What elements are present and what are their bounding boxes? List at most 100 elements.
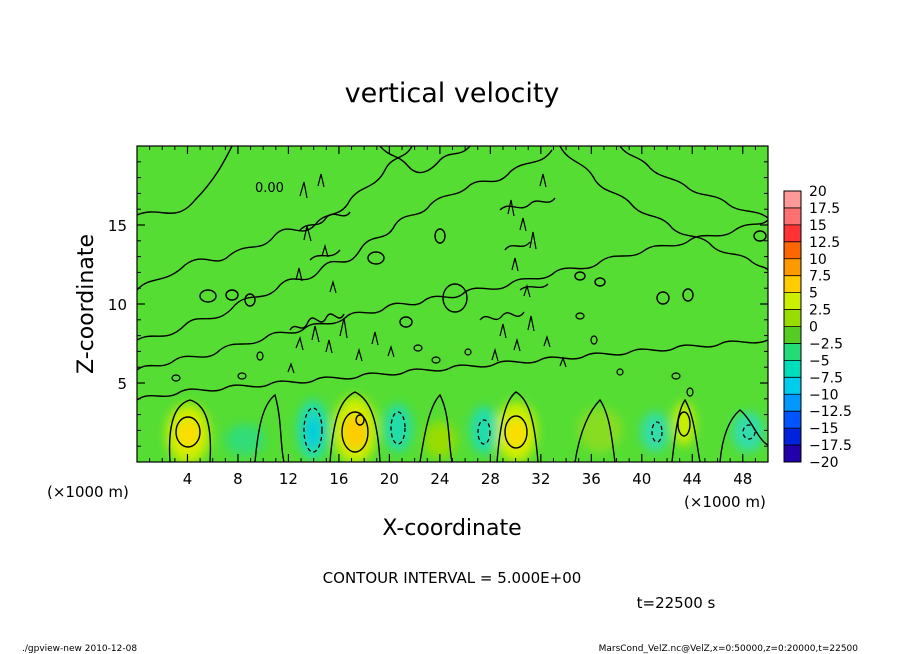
x-tick-label: 36 [582,470,601,488]
field-blobs [166,396,764,462]
colorbar-swatch [784,224,801,242]
cell-contour [237,372,247,380]
positive-contours [175,228,767,453]
zero-contour [559,146,768,271]
weak-updraft [578,408,622,452]
small-contour [656,291,670,305]
chart-title: vertical velocity [345,78,560,109]
colorbar-swatch [784,394,801,412]
y-axis-label: Z-coordinate [74,234,99,374]
cell-contour [575,312,585,320]
cell-contour [686,387,694,397]
colorbar-label: 7.5 [809,269,831,285]
zero-contour [137,339,768,401]
x-axis-label: X-coordinate [382,516,521,541]
downdraft-core [225,424,265,456]
updraft-core [506,420,526,448]
x-unit-left: (×1000 m) [47,483,129,501]
small-contour [682,288,694,302]
x-tick-label: 40 [632,470,651,488]
x-tick-label: 48 [733,470,752,488]
x-axis: 4 8 12 16 20 24 28 32 36 40 44 48 [149,146,756,488]
small-contour [574,271,586,281]
colorbar-label: −15 [809,421,839,437]
footer-right: MarsCond_VelZ.nc@VelZ,x=0:50000,z=0:2000… [599,644,859,654]
x-tick-label: 20 [380,470,399,488]
colorbar-label: −7.5 [809,370,843,386]
colorbar-label: 17.5 [809,201,840,217]
downdraft-core [384,404,412,452]
contour-neg5 [390,411,406,445]
colorbar-swatch [784,445,801,462]
negative-contours [303,407,756,453]
colorbar-label: −20 [809,455,839,471]
colorbar-swatch [784,275,801,293]
x-tick-label: 44 [683,470,702,488]
zero-contour [574,398,616,462]
field-background [137,146,768,462]
cell-contour [256,351,264,361]
small-contour [225,289,239,301]
zero-contour [719,409,768,462]
y-tick-label: 15 [108,217,127,235]
colorbar-label: −2.5 [809,336,843,352]
cell-contour [295,173,337,294]
plot-area: 0.00 [137,146,768,462]
colorbar-swatch [784,191,801,208]
colorbar-swatch [784,326,801,344]
x-tick-label: 28 [481,470,500,488]
downdraft-core [732,412,764,452]
colorbar-swatch [784,411,801,429]
convective-cells [171,173,694,397]
contour-5 [175,416,201,448]
zero-contour [496,391,539,462]
cell-contour [590,335,598,345]
cell-contour [431,356,441,364]
small-contour [355,414,365,426]
zero-contour [289,311,525,331]
cell-contour [616,368,624,376]
contour-neg5 [303,407,323,453]
cell-contour [464,348,472,356]
downdraft-core [470,406,498,454]
colorbar-label: 10 [809,252,827,268]
small-contour [199,289,217,303]
x-unit-right: (×1000 m) [684,493,766,511]
colorbar-label: −12.5 [809,404,852,420]
colorbar-label: −10 [809,387,839,403]
colorbar-swatch [784,343,801,361]
small-contour [434,228,446,244]
x-tick-label: 8 [233,470,243,488]
downdraft-core [305,416,321,448]
small-contour [399,316,413,328]
zero-contour [419,393,453,462]
y-tick-label: 5 [117,375,127,393]
x-tick-label: 4 [183,470,193,488]
cell-contour [413,344,423,352]
zero-contour [299,197,556,291]
zero-contour [168,399,212,462]
zero-contour [329,391,381,462]
colorbar-swatch [784,360,801,378]
zero-contour [137,146,413,291]
small-contour [244,293,256,307]
small-contour [753,230,767,242]
colorbar: 2017.51512.5107.552.50−2.5−5−7.5−10−12.5… [783,184,852,471]
zero-contour [137,146,233,216]
x-tick-label: 24 [430,470,449,488]
contour-5 [341,411,369,453]
x-tick-label: 16 [329,470,348,488]
downdraft-core [641,412,669,452]
zero-contour [379,146,471,174]
cell-contour [491,315,567,368]
updraft-core [673,402,695,446]
colorbar-label: 2.5 [809,303,831,319]
zero-contour [671,398,701,462]
contour-5 [677,411,691,437]
colorbar-swatch [784,241,801,259]
zero-contour [254,393,285,462]
colorbar-swatch [784,377,801,395]
contour-neg5 [477,419,491,445]
cell-contour [171,374,181,382]
